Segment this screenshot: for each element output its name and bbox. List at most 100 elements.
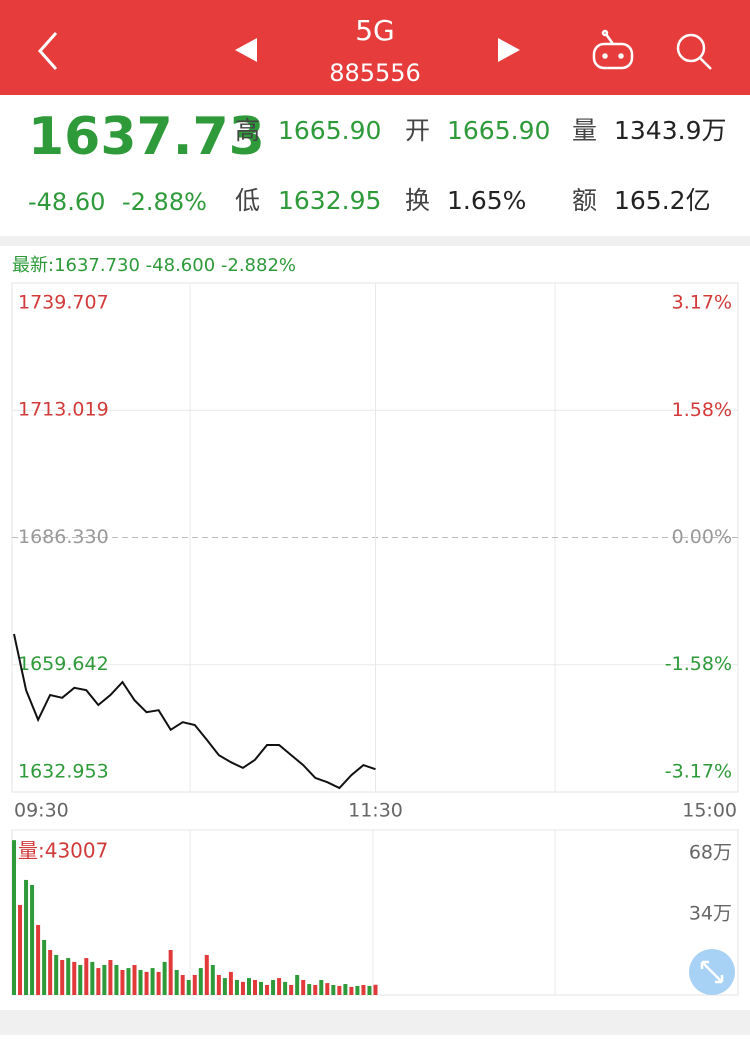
price-line [13, 633, 376, 790]
field-value: 1.65% [447, 186, 526, 215]
field-value: 1343.9万 [614, 116, 726, 145]
volume-bar [162, 961, 167, 995]
volume-bar [180, 974, 185, 995]
volume-bar [138, 969, 143, 995]
field-label: 量 [572, 116, 597, 145]
volume-bar [198, 968, 203, 995]
y-tick-label: 1713.019 [18, 399, 109, 421]
volume-bar [168, 949, 173, 995]
volume-bar [36, 924, 41, 995]
volume-bar [108, 959, 113, 995]
field-value: 1665.90 [278, 116, 381, 145]
volume-bar [66, 958, 71, 995]
top-bar [0, 0, 750, 95]
volume-bar [156, 971, 161, 995]
volume-bar [301, 979, 306, 995]
volume-bar [150, 968, 155, 995]
volume-bar [186, 979, 191, 995]
volume-bar [72, 961, 77, 995]
y-tick-label: 1686.330 [18, 526, 109, 548]
field-label: 开 [405, 116, 430, 145]
price: 1637.73 [28, 107, 265, 167]
volume-bar [283, 981, 288, 995]
volume-bar [12, 840, 16, 995]
x-tick-label: 15:00 [682, 800, 737, 822]
volume-bar [126, 968, 131, 995]
search-icon[interactable] [676, 33, 712, 70]
volume-bar [337, 985, 342, 995]
volume-bar [319, 979, 324, 995]
volume-bar [228, 971, 233, 995]
volume-bar [54, 954, 59, 995]
field-value: 1632.95 [278, 186, 381, 215]
field-label: 换 [405, 186, 430, 215]
volume-bar [246, 978, 251, 995]
volume-bar [373, 984, 378, 995]
next-button[interactable] [498, 38, 520, 62]
field-label: 低 [235, 186, 260, 215]
volume-bar [367, 985, 372, 995]
volume-bar [30, 884, 35, 995]
volume-bar [307, 984, 312, 995]
volume-bar [277, 978, 282, 995]
field-value: 1665.90 [447, 116, 550, 145]
volume-bar [253, 979, 257, 995]
back-button[interactable] [37, 32, 58, 70]
volume-bar [349, 986, 354, 995]
volume-bar [18, 904, 23, 995]
y-tick-label: 68万 [689, 842, 732, 864]
y2-tick-label: -3.17% [665, 761, 732, 783]
separator [0, 236, 750, 246]
volume-bar [331, 984, 336, 995]
y2-tick-label: -1.58% [665, 653, 732, 675]
volume-bar [60, 959, 65, 995]
change-pct: -2.88% [122, 188, 207, 216]
volume-bar [234, 979, 239, 995]
volume-bar [42, 939, 47, 995]
volume-bar [222, 978, 227, 995]
y-tick-label: 34万 [689, 903, 732, 925]
volume-bar [24, 879, 29, 995]
volume-label: 量:43007 [18, 839, 108, 863]
volume-bar [259, 981, 264, 995]
volume-bar [96, 968, 101, 995]
y-tick-label: 1659.642 [18, 653, 109, 675]
y-tick-label: 1739.707 [18, 292, 109, 314]
volume-bar [90, 961, 95, 995]
volume-bar [84, 958, 89, 995]
volume-bar [240, 981, 245, 995]
volume-bar [271, 979, 276, 995]
volume-bar [114, 964, 119, 995]
field-value: 165.2亿 [614, 186, 711, 215]
prev-button[interactable] [235, 38, 257, 62]
expand-button[interactable] [689, 949, 735, 995]
volume-bar [295, 974, 300, 995]
stock-name: 5G [355, 14, 395, 47]
volume-bar [78, 964, 83, 995]
x-tick-label: 11:30 [348, 800, 403, 822]
latest-line: 最新:1637.730 -48.600 -2.882% [12, 255, 296, 276]
field-label: 额 [572, 186, 597, 215]
volume-bar [355, 985, 360, 995]
y2-tick-label: 0.00% [672, 526, 732, 548]
volume-bar [361, 984, 366, 995]
volume-bar [325, 983, 330, 995]
volume-bar [174, 969, 179, 995]
volume-bar [132, 964, 137, 995]
volume-bar [48, 949, 53, 995]
field-label: 高 [235, 116, 260, 145]
volume-bar [120, 969, 125, 995]
volume-bar [343, 984, 348, 995]
stock-code: 885556 [329, 59, 421, 87]
y2-tick-label: 3.17% [672, 292, 732, 314]
volume-bar [144, 971, 149, 995]
volume-bar [102, 964, 107, 995]
robot-icon[interactable] [592, 29, 634, 70]
volume-bar [216, 974, 221, 995]
y2-tick-label: 1.58% [672, 399, 732, 421]
bottom-strip [0, 1010, 750, 1035]
change: -48.60 [28, 188, 105, 216]
x-tick-label: 09:30 [14, 800, 69, 822]
